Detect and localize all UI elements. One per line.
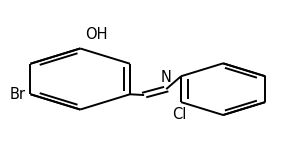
Text: Cl: Cl <box>172 107 187 122</box>
Text: OH: OH <box>85 27 107 42</box>
Text: Br: Br <box>10 87 26 102</box>
Text: N: N <box>161 70 172 85</box>
